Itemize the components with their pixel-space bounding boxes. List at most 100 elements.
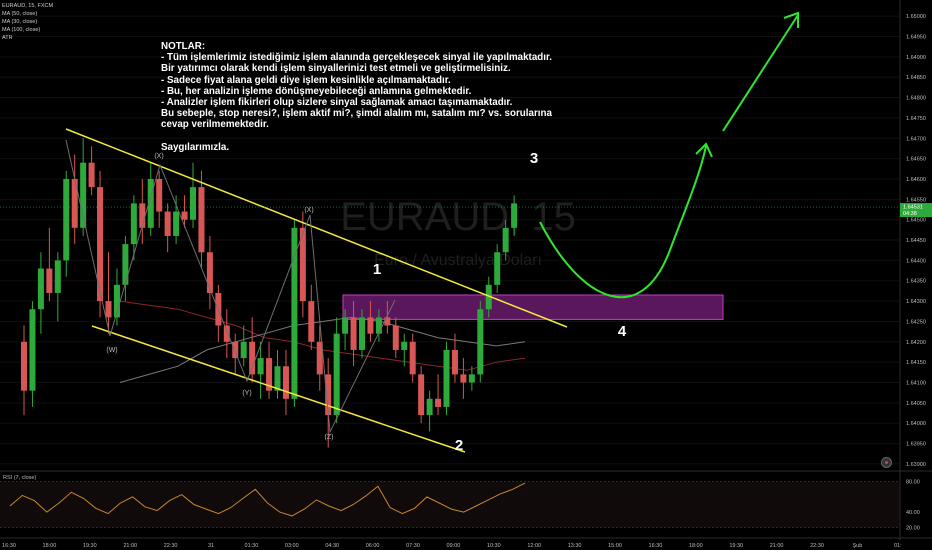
indicator-ma30[interactable]: MA (30, close): [2, 19, 38, 25]
wave-label: (X): [304, 207, 313, 214]
candle-body: [426, 398, 433, 416]
time-tick-label: 21:00: [123, 543, 137, 549]
notes-line: Bu sebeple, stop neresi?, işlem aktif mi…: [161, 108, 552, 120]
price-tick-label: 1.63900: [906, 462, 926, 468]
time-tick-label: 03:00: [285, 543, 299, 549]
demand-zone-box: [342, 294, 724, 320]
candle-body: [130, 203, 137, 245]
candle-body: [181, 211, 188, 220]
candle-body: [494, 252, 501, 285]
projection-curve: [539, 145, 707, 299]
candle-body: [232, 341, 239, 359]
candle-body: [198, 187, 205, 253]
price-tick-label: 1.64000: [906, 421, 926, 427]
price-tick-label: 1.64800: [906, 96, 926, 102]
notes-line: Saygılarımızla.: [161, 141, 230, 153]
indicator-atr[interactable]: ATR: [2, 35, 13, 41]
wave-label: (W): [106, 347, 117, 354]
price-tick-label: 1.64500: [906, 218, 926, 224]
time-tick-label: Şub: [853, 543, 863, 549]
time-tick-label: 04:30: [325, 543, 339, 549]
price-axis: 1.65000 1.64950 1.64900 1.64850 1.64800 1.647…: [899, 0, 926, 540]
notes-line: - Sadece fiyat alana geldi diye işlem ke…: [161, 74, 451, 86]
signal-icon[interactable]: [881, 457, 892, 468]
candle-body: [147, 178, 154, 228]
candle-body: [249, 341, 256, 375]
notes-line: NOTLAR:: [161, 41, 206, 52]
price-tick-label: 1.64150: [906, 360, 926, 366]
rsi-line: [9, 482, 526, 517]
time-tick-label: 19:30: [83, 543, 97, 549]
candle-body: [392, 325, 399, 350]
time-tick-label: 09:00: [447, 543, 461, 549]
candle-body: [299, 227, 306, 302]
candle-body: [477, 309, 484, 375]
price-tick-label: 1.64450: [906, 238, 926, 244]
candle-body: [367, 317, 374, 334]
notes-line: Bir yatırımcı olarak kendi işlem sinyall…: [161, 63, 511, 75]
symbol-line: EURAUD, 15, FXCM: [2, 3, 54, 9]
time-tick-label: 12:00: [527, 543, 541, 549]
time-tick-label: 13:30: [568, 543, 582, 549]
price-tick-label: 1.64300: [906, 299, 926, 305]
candle-body: [375, 317, 382, 334]
candle-body: [274, 366, 281, 391]
candle-body: [46, 268, 53, 293]
candle-body: [350, 317, 357, 350]
time-tick-label: 01:: [894, 543, 902, 549]
channel-upper-line: [65, 128, 568, 328]
candle-body: [460, 374, 467, 383]
price-tick-label: 1.64550: [906, 197, 926, 203]
time-tick-label: 18:00: [689, 543, 703, 549]
point-label: 4: [618, 323, 627, 340]
candle-body: [21, 341, 27, 391]
candle-body: [282, 366, 289, 399]
watermark-symbol: EURAUD, 15: [340, 195, 576, 239]
projection-line: [722, 14, 799, 132]
indicator-ma100[interactable]: MA (100, close): [2, 27, 41, 33]
price-tick-label: 1.64950: [906, 34, 926, 40]
channel-lower-line: [91, 325, 466, 453]
notes-line: - Analizler işlem fikirleri olup sizlere…: [161, 97, 513, 109]
candle-body: [511, 203, 518, 228]
candle-body: [308, 301, 315, 342]
candle-body: [342, 317, 349, 334]
time-tick-label: 15:00: [608, 543, 622, 549]
price-tag-box: [900, 203, 932, 218]
candle-body: [401, 341, 408, 350]
candle-body: [190, 187, 196, 220]
time-tick-label: 19:30: [729, 543, 743, 549]
candle-body: [257, 358, 264, 375]
time-tick-label: 31: [208, 543, 214, 549]
candle-body: [384, 317, 391, 326]
candle-body: [409, 341, 416, 375]
price-tick-label: 1.65000: [906, 14, 926, 20]
price-tick-label: 1.64750: [906, 116, 926, 122]
candle-body: [418, 374, 425, 416]
price-tick-label: 1.64200: [906, 340, 926, 346]
price-tick-label: 1.63950: [906, 442, 926, 448]
price-tick-label: 1.64900: [906, 55, 926, 61]
indicator-ma50[interactable]: MA (50, close): [2, 11, 38, 17]
projection-arrows: [539, 11, 799, 299]
candle-body: [485, 284, 492, 310]
candles: [21, 138, 518, 448]
time-tick-label: 16:30: [649, 543, 663, 549]
candle-body: [156, 178, 163, 212]
projection-arrowhead: [695, 142, 713, 158]
rsi-label: RSI (7, close): [3, 475, 36, 481]
time-tick-label: 21:00: [770, 543, 784, 549]
chart-labels: (X) (W) (Y) (X) (Z) 1 2 3 4: [106, 150, 626, 454]
candle-body: [359, 317, 365, 350]
price-tick-label: 1.64850: [906, 75, 926, 81]
candle-body: [468, 374, 475, 383]
wave-path: [65, 139, 396, 434]
price-tick-label: 1.64650: [906, 157, 926, 163]
wave-label: (Y): [242, 390, 251, 397]
candle-body: [113, 284, 120, 318]
candle-body: [266, 358, 273, 391]
demand-zone: [342, 294, 724, 320]
chart-legend: EURAUD, 15, FXCM MA (50, close) MA (30, …: [2, 2, 53, 42]
